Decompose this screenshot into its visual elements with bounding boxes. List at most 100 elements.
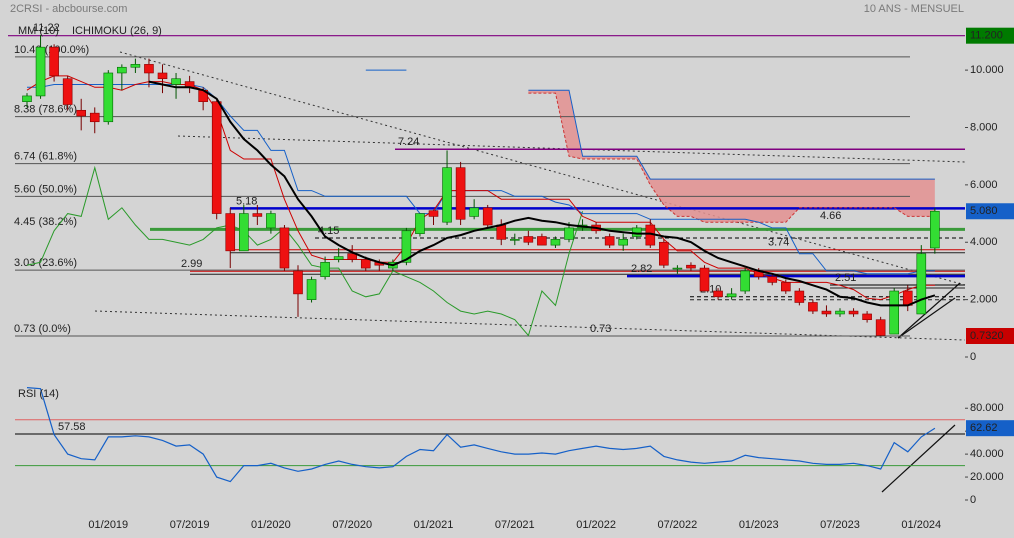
candle-body — [266, 213, 276, 229]
candle-body — [835, 310, 845, 315]
candle-body — [252, 213, 263, 217]
ichimoku-cloud — [528, 90, 935, 223]
y-tick-label: 4.000 — [970, 236, 998, 248]
candle-body — [523, 236, 534, 243]
legend-label: RSI (14) — [18, 388, 59, 400]
x-tick-label: 01/2021 — [414, 519, 454, 531]
x-tick-label: 07/2021 — [495, 519, 535, 531]
x-tick-label: 07/2023 — [820, 519, 860, 531]
candle-body — [469, 207, 479, 217]
trend-line — [897, 282, 961, 339]
candle-body — [401, 230, 412, 263]
candle-body — [415, 213, 425, 234]
y-tick-label: 6.000 — [970, 179, 998, 191]
candle-body — [550, 239, 561, 246]
y-tick-label: 40.000 — [970, 448, 1004, 460]
legend-label: ICHIMOKU (26, 9) — [72, 25, 162, 37]
y-tick-label: 2.000 — [970, 294, 998, 306]
candle-body — [171, 78, 181, 85]
rsi-line — [26, 387, 936, 483]
x-tick-label: 07/2020 — [332, 519, 372, 531]
candle-body — [699, 267, 710, 292]
ichimoku-span-b — [365, 69, 935, 180]
candle-body — [808, 302, 818, 312]
candle-body — [780, 282, 791, 292]
y-tick-label: 10.000 — [970, 64, 1004, 76]
candle-body — [320, 262, 330, 277]
candle-body — [631, 227, 642, 237]
y-tick-label: 8.000 — [970, 121, 998, 133]
value-marker-label: 5.080 — [970, 205, 998, 217]
candle-body — [930, 210, 940, 249]
ichimoku-span-a — [528, 92, 935, 223]
candle-body — [225, 213, 236, 252]
period-title: 10 ANS - MENSUEL — [864, 3, 964, 15]
level-label: 3.03 (23.6%) — [14, 257, 77, 269]
candle-body — [564, 227, 574, 240]
candle-body — [686, 264, 696, 269]
candle-body — [279, 227, 290, 269]
candle-body — [22, 95, 32, 102]
y-tick-label: 0 — [970, 494, 976, 506]
candle-body — [794, 290, 805, 303]
moving-average — [148, 80, 936, 307]
candle-body — [455, 167, 466, 220]
ichimoku-chikou — [26, 165, 584, 337]
level-label: 7.24 — [398, 136, 419, 148]
x-tick-label: 01/2024 — [901, 519, 941, 531]
candle-body — [848, 310, 859, 315]
level-label: 2.82 — [631, 263, 652, 275]
candle-body — [49, 46, 59, 77]
candle-body — [442, 167, 452, 223]
candle-body — [239, 213, 249, 252]
candle-body — [604, 236, 615, 246]
site-title: 2CRSI - abcbourse.com — [10, 3, 127, 15]
candle-body — [482, 207, 493, 226]
trend-line — [897, 297, 956, 339]
candle-body — [333, 256, 344, 260]
candle-body — [35, 46, 46, 97]
rsi-trend-line — [881, 424, 956, 493]
candle-body — [537, 236, 547, 246]
level-label: 3.74 — [768, 237, 789, 249]
candle-body — [713, 290, 723, 298]
level-label: 0.73 (0.0%) — [14, 323, 71, 335]
x-tick-label: 07/2019 — [170, 519, 210, 531]
candle-body — [144, 64, 154, 74]
level-label: 0.73 — [590, 323, 611, 335]
value-marker — [966, 27, 1014, 44]
candle-body — [157, 72, 168, 80]
value-marker-label: 11.200 — [970, 30, 1003, 42]
candle-body — [509, 239, 520, 241]
level-label: 11.22 — [33, 22, 60, 34]
trend-line — [177, 135, 966, 163]
candle-body — [360, 259, 371, 269]
value-marker-label: 62.62 — [970, 422, 998, 434]
candle-body — [821, 310, 832, 315]
candle-body — [496, 224, 507, 240]
candle-body — [211, 101, 222, 214]
candle-body — [618, 239, 629, 246]
y-tick-label: 80.000 — [970, 402, 1004, 414]
candle-body — [306, 279, 317, 300]
value-marker — [966, 203, 1014, 220]
candle-body — [726, 293, 737, 298]
candle-body — [889, 290, 900, 335]
level-label: 57.58 — [58, 421, 86, 433]
trend-lines — [94, 51, 966, 493]
candle-body — [293, 270, 303, 295]
value-marker — [966, 420, 1014, 437]
candle-body — [740, 270, 750, 292]
x-tick-label: 01/2023 — [739, 519, 779, 531]
value-marker-label: 0.7320 — [970, 330, 1004, 342]
level-label: 5.60 (50.0%) — [14, 183, 77, 195]
candle-body — [862, 313, 872, 321]
level-label: 8.38 (78.6%) — [14, 103, 77, 115]
x-tick-label: 01/2020 — [251, 519, 291, 531]
candle-body — [916, 253, 927, 315]
y-tick-label: 0 — [970, 351, 976, 363]
x-tick-label: 01/2022 — [576, 519, 616, 531]
x-tick-label: 07/2022 — [658, 519, 698, 531]
